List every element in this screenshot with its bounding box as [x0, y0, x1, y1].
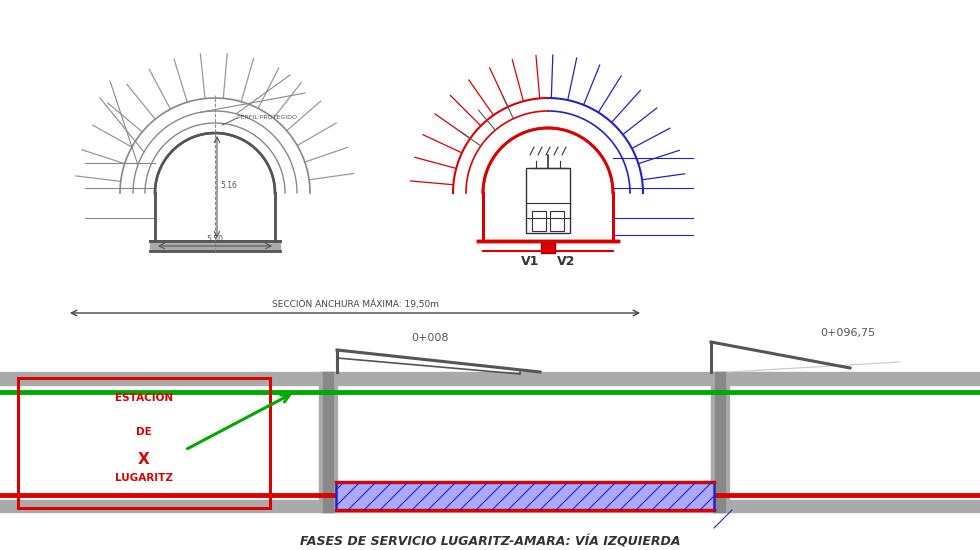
Bar — [526, 168, 570, 233]
Text: 5.50: 5.50 — [207, 235, 223, 244]
Bar — [336, 482, 714, 510]
Text: X: X — [138, 453, 150, 468]
Bar — [541, 243, 555, 253]
Text: LUGARITZ: LUGARITZ — [115, 473, 173, 483]
Text: PERFIL PROTEGIDO: PERFIL PROTEGIDO — [237, 115, 297, 120]
Text: 5.16: 5.16 — [220, 181, 237, 190]
Polygon shape — [155, 133, 275, 241]
Bar — [550, 211, 564, 231]
Text: V1: V1 — [520, 255, 539, 268]
Text: 0+008: 0+008 — [412, 333, 449, 343]
Polygon shape — [483, 128, 613, 241]
Text: DE: DE — [136, 427, 152, 437]
Text: 0+096,75: 0+096,75 — [820, 328, 875, 338]
Text: SECCIÓN ANCHURA MÁXIMA: 19,50m: SECCIÓN ANCHURA MÁXIMA: 19,50m — [271, 300, 438, 309]
Bar — [18, 378, 270, 508]
Text: ESTACION: ESTACION — [115, 393, 173, 403]
Bar — [532, 211, 546, 231]
Text: FASES DE SERVICIO LUGARITZ-AMARA: VÍA IZQUIERDA: FASES DE SERVICIO LUGARITZ-AMARA: VÍA IZ… — [300, 536, 680, 548]
Text: V2: V2 — [557, 255, 575, 268]
